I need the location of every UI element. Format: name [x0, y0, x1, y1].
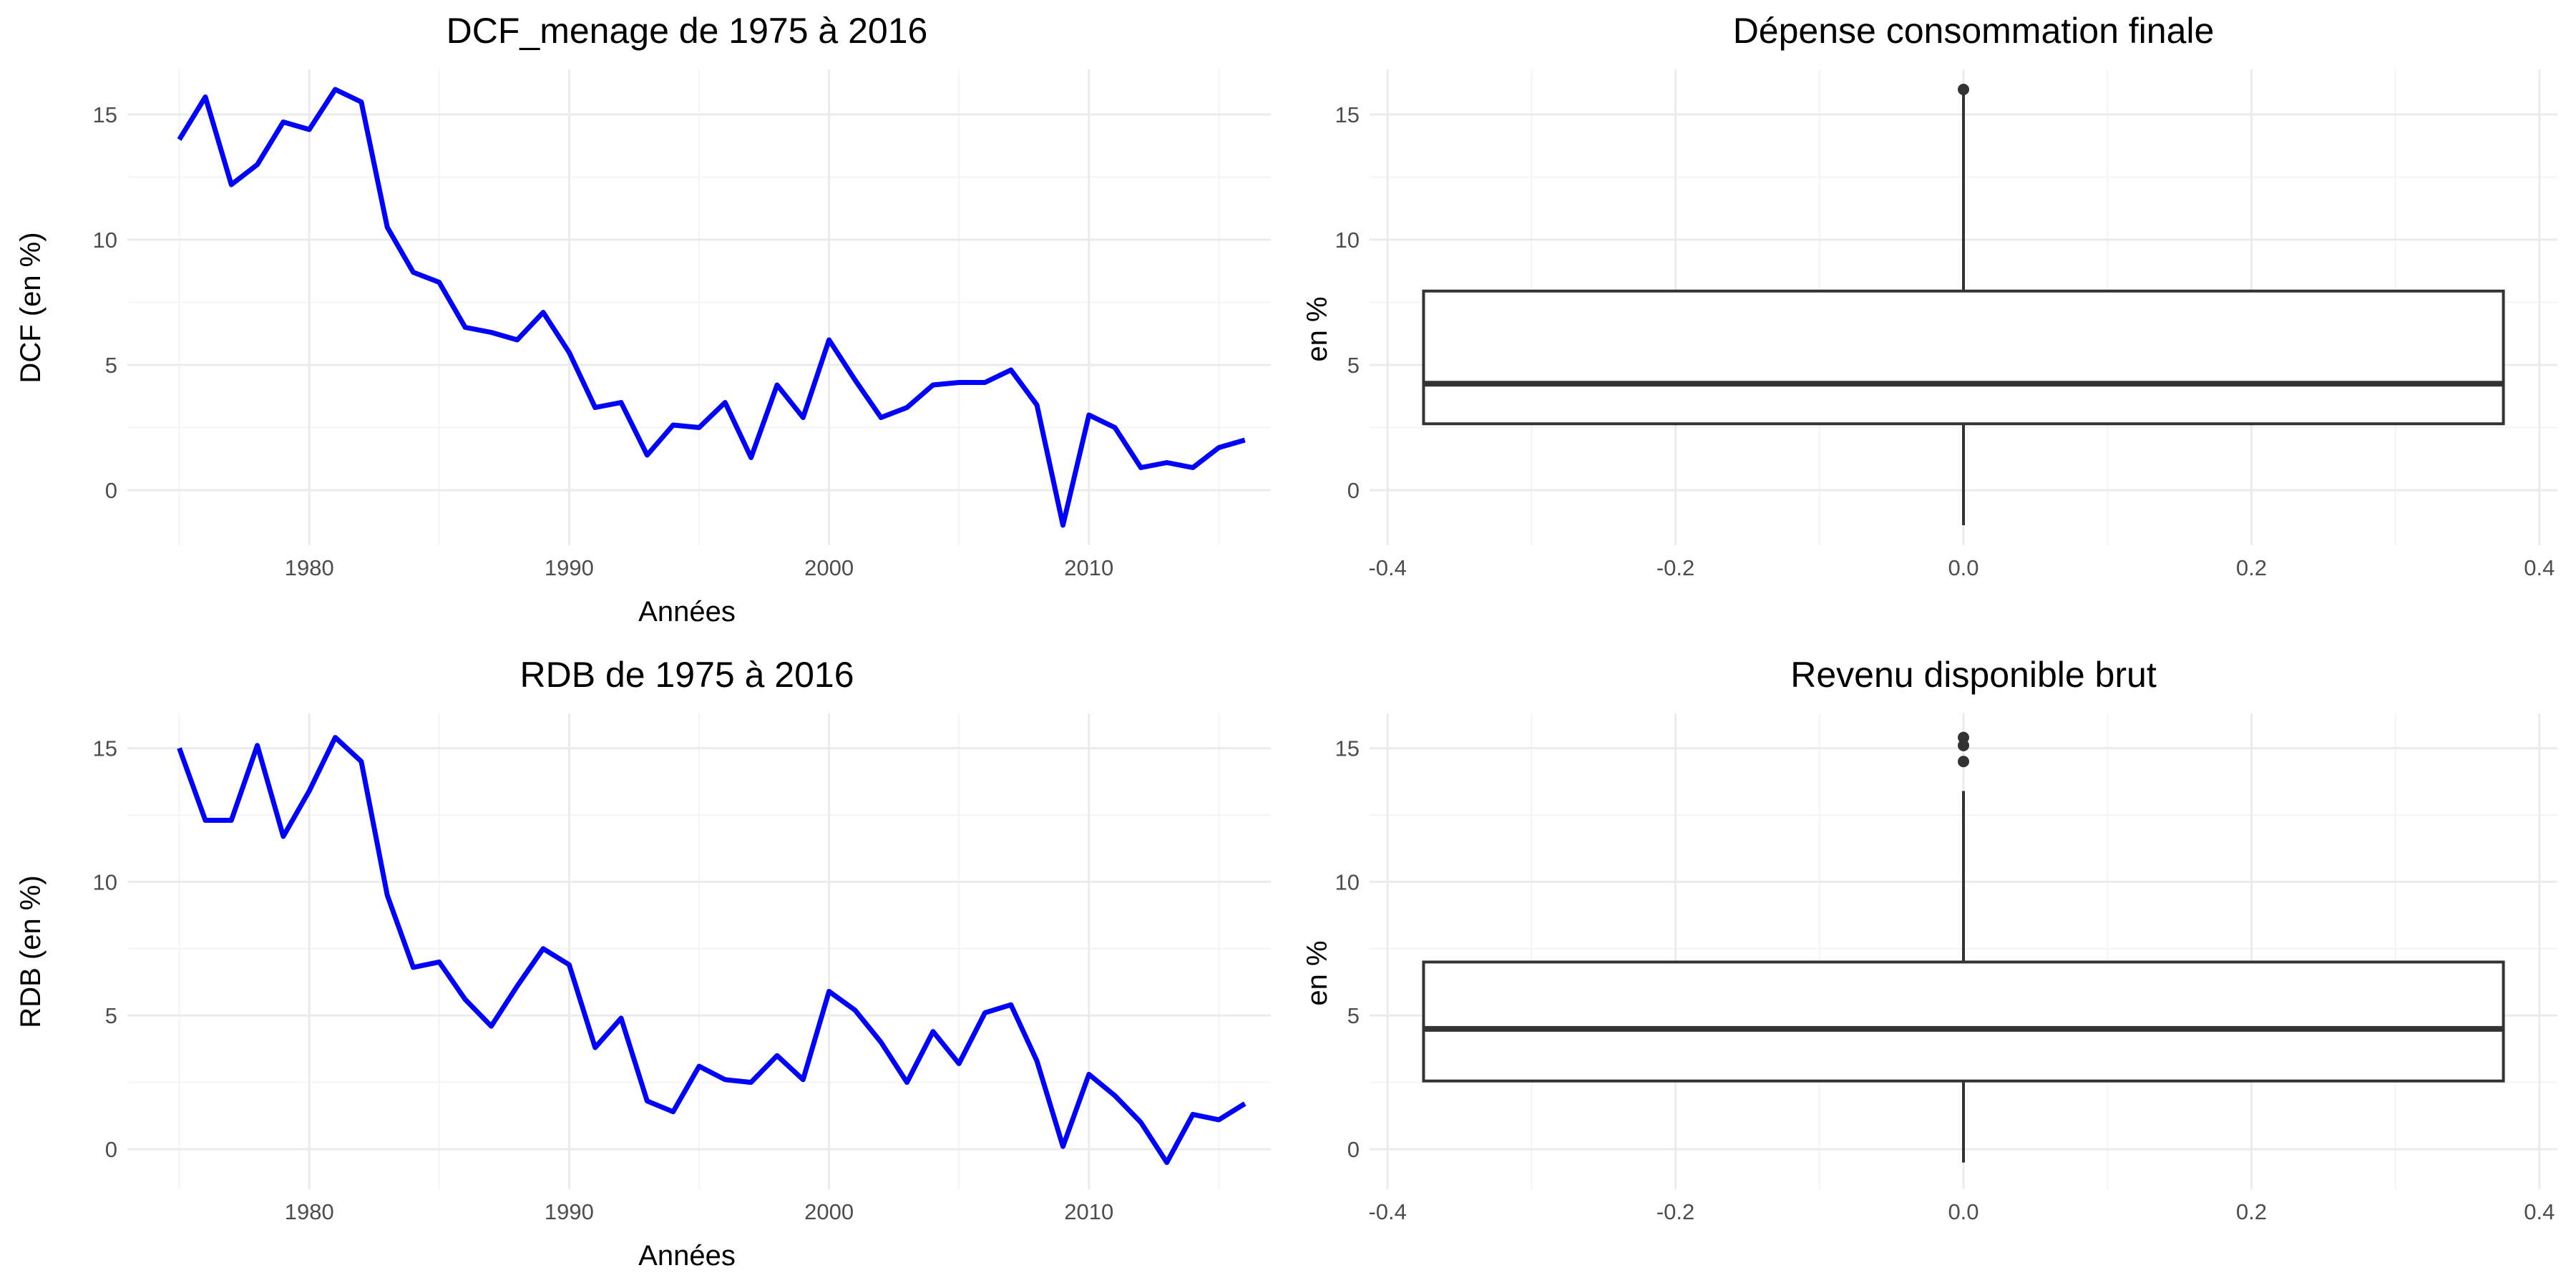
series-line	[177, 87, 1246, 528]
x-tick-label: -0.4	[1368, 1199, 1406, 1224]
box-iqr	[1422, 289, 2505, 426]
outlier-point	[1958, 731, 1969, 743]
chart-title: RDB de 1975 à 2016	[519, 655, 854, 695]
x-tick-label: -0.2	[1657, 1199, 1694, 1224]
x-tick-label: -0.4	[1368, 555, 1406, 580]
panel-rdb-line: RDB de 1975 à 2016 Années RDB (en %) 0 5 1…	[15, 655, 1271, 1272]
outlier-point	[1958, 84, 1969, 95]
y-tick-label: 10	[1335, 869, 1360, 894]
y-tick-label: 15	[93, 736, 117, 761]
y-tick-label: 5	[105, 353, 117, 378]
x-tick-label: 2000	[804, 1199, 854, 1224]
y-tick-label: 10	[93, 869, 117, 894]
x-tick-label: 2010	[1064, 1199, 1113, 1224]
series-line	[177, 735, 1246, 1166]
x-tick-label: 0.2	[2236, 555, 2267, 580]
x-tick-label: 2000	[804, 555, 854, 580]
y-tick-label: 15	[1335, 736, 1360, 761]
y-tick-label: 5	[1347, 1003, 1360, 1028]
x-tick-label: 1980	[285, 555, 334, 580]
y-tick-label: 10	[1335, 228, 1360, 253]
outlier-point	[1958, 739, 1969, 751]
x-tick-label: 1980	[285, 1199, 334, 1224]
x-tick-label: 0.4	[2524, 1199, 2555, 1224]
x-tick-label: 1990	[545, 1199, 594, 1224]
y-tick-label: 0	[105, 1137, 117, 1162]
x-tick-label: 1990	[545, 555, 594, 580]
y-tick-label: 0	[105, 478, 117, 503]
grid	[127, 69, 1271, 545]
y-axis-label: en %	[1302, 296, 1333, 361]
x-tick-label: 0.0	[1948, 1199, 1979, 1224]
y-tick-label: 5	[105, 1003, 117, 1028]
y-axis-label: DCF (en %)	[15, 232, 47, 383]
panel-rdb-boxplot: Revenu disponible brut en % 0 5 10 15 -0.4 -0…	[1302, 655, 2557, 1224]
y-tick-label: 15	[93, 102, 117, 127]
y-tick-label: 5	[1347, 353, 1360, 378]
y-axis-label: en %	[1302, 940, 1333, 1005]
y-tick-label: 15	[1335, 102, 1360, 127]
panel-dcf-line: DCF_menage de 1975 à 2016 Années DCF (en…	[15, 11, 1271, 628]
x-tick-label: 2010	[1064, 555, 1113, 580]
x-tick-label: 0.4	[2524, 555, 2555, 580]
box-iqr	[1422, 960, 2505, 1083]
panel-dcf-boxplot: Dépense consommation finale en % 0 5 10 15 -…	[1302, 11, 2557, 580]
y-tick-label: 0	[1347, 478, 1360, 503]
x-axis-label: Années	[638, 1240, 736, 1272]
chart-title: DCF_menage de 1975 à 2016	[447, 11, 928, 51]
grid	[127, 713, 1271, 1189]
chart-title: Dépense consommation finale	[1733, 11, 2215, 51]
x-axis-label: Années	[638, 596, 736, 628]
y-tick-label: 10	[93, 228, 117, 253]
outlier-point	[1958, 756, 1969, 768]
chart-title: Revenu disponible brut	[1790, 655, 2157, 695]
x-tick-label: -0.2	[1657, 555, 1694, 580]
y-tick-label: 0	[1347, 1137, 1360, 1162]
y-axis-label: RDB (en %)	[15, 875, 47, 1028]
x-tick-label: 0.2	[2236, 1199, 2267, 1224]
x-tick-label: 0.0	[1948, 555, 1979, 580]
